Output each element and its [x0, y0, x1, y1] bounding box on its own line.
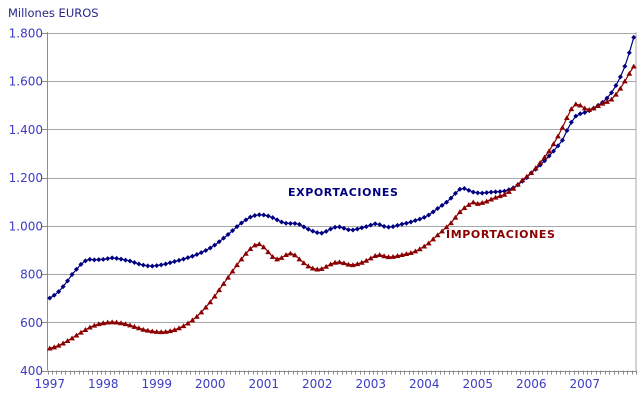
chart-title: Millones EUROS	[8, 6, 99, 20]
y-axis-tick-label: 600	[20, 316, 43, 330]
y-axis-tick-label: 400	[20, 364, 43, 378]
x-axis-year-label: 1997	[34, 377, 65, 391]
y-axis-tick-label: 1.800	[9, 27, 43, 41]
y-axis-tick-label: 1.000	[9, 219, 43, 233]
exportaciones-markers	[47, 34, 637, 301]
y-axis-tick-label: 800	[20, 268, 43, 282]
x-axis-year-label: 2006	[516, 377, 547, 391]
exportaciones-series-label: EXPORTACIONES	[288, 186, 399, 199]
x-axis-year-label: 2003	[355, 377, 386, 391]
x-axis-year-label: 1999	[141, 377, 172, 391]
x-axis-year-label: 2000	[195, 377, 226, 391]
y-axis-tick-label: 1.400	[9, 123, 43, 137]
y-axis-tick-label: 1.200	[9, 171, 43, 185]
y-axis-tick-label: 1.600	[9, 75, 43, 89]
x-axis-year-label: 1998	[88, 377, 119, 391]
x-axis-year-label: 2007	[569, 377, 600, 391]
x-axis-year-label: 2004	[409, 377, 440, 391]
x-axis-year-label: 2005	[462, 377, 493, 391]
x-axis-year-label: 2001	[248, 377, 279, 391]
importaciones-markers	[46, 63, 637, 351]
x-axis-year-label: 2002	[302, 377, 333, 391]
exportaciones-line	[49, 37, 635, 299]
importaciones-series-label: IMPORTACIONES	[446, 228, 556, 241]
importaciones-line	[49, 65, 635, 349]
